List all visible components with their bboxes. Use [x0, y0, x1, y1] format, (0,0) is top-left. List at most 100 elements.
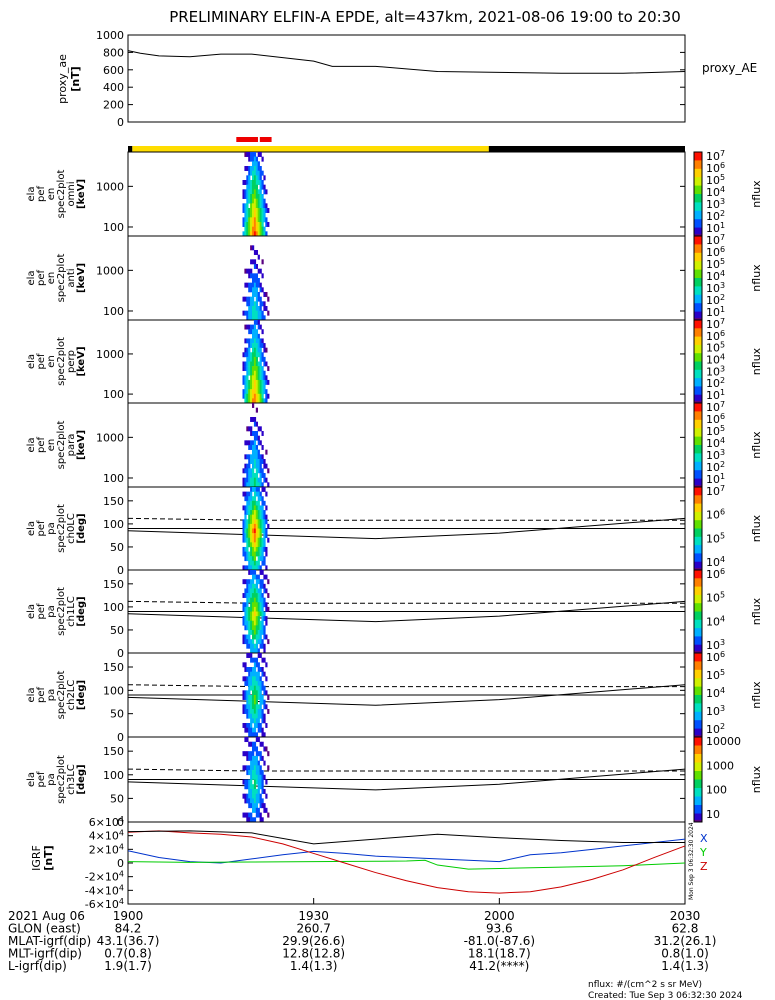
spectrogram-pixel	[251, 634, 255, 640]
colorbar-tick-label: 101	[706, 472, 725, 486]
footer-row-label: L-igrf(dip)	[8, 959, 67, 973]
colorbar-cell	[694, 811, 702, 814]
colorbar-cell	[694, 442, 702, 446]
spectrogram-pixel	[248, 226, 251, 232]
spectrogram-pixel	[263, 537, 266, 543]
spectrogram-pixel	[263, 528, 266, 534]
spectrogram-pixel	[244, 551, 247, 557]
spectrogram-pixel	[265, 217, 268, 223]
colorbar-cell	[694, 599, 702, 602]
colorbar-cell	[694, 819, 702, 823]
spectrogram-pixel	[255, 208, 259, 213]
spectrogram-pixel	[250, 542, 253, 548]
spectrogram-pixel	[255, 611, 259, 617]
colorbar-cell	[694, 505, 702, 509]
spectrogram-pixel	[259, 528, 262, 534]
spectrogram-pixel	[250, 459, 253, 464]
spectrogram-pixel	[253, 440, 257, 446]
spectrogram-pixel	[265, 528, 268, 534]
spectrogram-pixel	[255, 264, 259, 269]
spectrogram-pixel	[248, 491, 251, 497]
spectrogram-pixel	[261, 496, 264, 502]
spec-ylabel-line: ela	[26, 270, 37, 285]
colorbar-tick-label: 10000	[706, 735, 741, 748]
spectrogram-pixel	[255, 774, 259, 780]
spectrogram-pixel	[261, 273, 264, 279]
spectrogram-pixel	[255, 296, 259, 302]
spectrogram-pixel	[253, 704, 257, 710]
colorbar-cell	[694, 739, 702, 742]
colorbar-cell	[694, 238, 702, 241]
spectrogram-pixel	[259, 477, 262, 483]
spectrogram-pixel	[246, 352, 249, 358]
spectrogram-pixel	[261, 301, 264, 307]
spec-ytick-label: 1000	[96, 180, 124, 193]
colorbar-cell	[694, 576, 702, 579]
colorbar-cell	[694, 340, 702, 344]
spectrogram-pixel	[244, 667, 247, 672]
spectrogram-pixel	[246, 798, 249, 804]
spectrogram-pixel	[253, 264, 257, 269]
spectrogram-pixel	[255, 629, 259, 635]
spectrogram-pixel	[253, 760, 257, 766]
spectrogram-pixel	[263, 574, 266, 580]
spectrogram-pixel	[261, 583, 264, 589]
spec-ylabel-line: en	[46, 188, 57, 201]
colorbar-cell	[694, 210, 702, 214]
colorbar-cell	[694, 451, 702, 454]
spectrogram-pixel	[244, 519, 247, 525]
colorbar-tick-label: 1000	[706, 759, 734, 772]
spectrogram-pixel	[242, 634, 245, 640]
colorbar-cell	[694, 290, 702, 294]
spectrogram-pixel	[265, 514, 268, 520]
igrf-ytick-label: 0	[117, 857, 124, 870]
spectrogram-pixel	[248, 765, 251, 771]
spectrogram-pixel	[265, 616, 268, 622]
spectrogram-pixel	[244, 662, 247, 668]
spectrogram-pixel	[253, 643, 257, 649]
spectrogram-pixel	[261, 774, 264, 780]
spectrogram-pixel	[248, 198, 251, 204]
spectrogram-pixel	[244, 282, 247, 288]
spectrogram-pixel	[257, 194, 260, 199]
spectrogram-pixel	[265, 389, 268, 395]
spectrogram-pixel	[251, 611, 255, 617]
spectrogram-pixel	[253, 662, 257, 668]
spectrogram-pixel	[255, 519, 259, 525]
spectrogram-pixel	[255, 634, 259, 640]
spectrogram-pixel	[246, 667, 249, 672]
spectrogram-pixel	[242, 690, 245, 696]
spectrogram-pixel	[250, 676, 253, 682]
spectrogram-pixel	[259, 203, 262, 209]
spectrogram-pixel	[261, 727, 264, 733]
spectrogram-pixel	[244, 347, 247, 353]
spectrogram-pixel	[257, 709, 260, 714]
colorbar-cell	[694, 745, 702, 749]
spectrogram-pixel	[242, 361, 245, 367]
spectrogram-pixel	[255, 676, 259, 682]
spectrogram-pixel	[259, 454, 262, 460]
spectrogram-pixel	[255, 370, 259, 376]
colorbar-cell	[694, 332, 702, 336]
colorbar-cell	[694, 284, 702, 287]
spectrogram-pixel	[253, 212, 257, 218]
spectrogram-pixel	[248, 667, 251, 672]
spectrogram-pixel	[246, 226, 249, 232]
spectrogram-pixel	[248, 695, 251, 700]
spectrogram-pixel	[265, 222, 268, 227]
spectrogram-pixel	[253, 779, 257, 785]
spectrogram-pixel	[248, 473, 251, 478]
spectrogram-pixel	[242, 606, 245, 612]
spectrogram-pixel	[255, 445, 259, 450]
spectrogram-pixel	[248, 463, 251, 469]
spectrogram-pixel	[250, 723, 253, 728]
spectrogram-pixel	[263, 643, 266, 649]
spectrogram-pixel	[250, 338, 253, 344]
colorbar-cell	[694, 384, 702, 387]
spectrogram-pixel	[253, 551, 257, 557]
spectrogram-pixel	[257, 170, 260, 176]
spectrogram-pixel	[244, 384, 247, 390]
spectrogram-pixel	[242, 620, 245, 626]
spectrogram-pixel	[250, 667, 253, 672]
spectrogram-pixel	[250, 643, 253, 649]
